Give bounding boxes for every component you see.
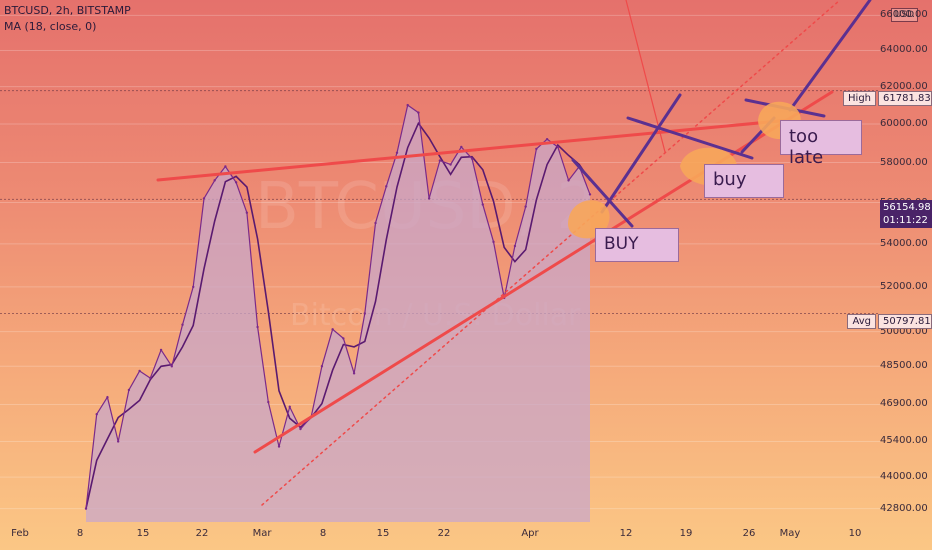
x-tick-label-1: 8 bbox=[76, 528, 84, 539]
x-tick-label-0: Feb bbox=[11, 528, 29, 539]
y-tick-label-13: 42800.00 bbox=[880, 502, 928, 514]
price-point-22 bbox=[320, 365, 324, 368]
current-price-tag: 56154.98 01:11:22 bbox=[880, 200, 932, 228]
price-point-3 bbox=[116, 440, 120, 443]
price-point-17 bbox=[267, 400, 270, 404]
y-tick-label-12: 44000.00 bbox=[880, 471, 928, 483]
price-point-6 bbox=[149, 376, 152, 380]
x-tick-label-12: May bbox=[779, 528, 801, 539]
x-tick-label-5: 8 bbox=[319, 528, 327, 539]
y-tick-label-9: 48500.00 bbox=[880, 360, 928, 372]
price-point-16 bbox=[256, 325, 259, 329]
price-point-35 bbox=[460, 145, 463, 149]
price-point-14 bbox=[234, 181, 238, 184]
y-tick-label-1: 64000.00 bbox=[880, 44, 928, 56]
y-tick-label-3: 60000.00 bbox=[880, 117, 928, 129]
symbol-header[interactable]: BTCUSD, 2h, BITSTAMP bbox=[4, 4, 131, 17]
price-point-11 bbox=[202, 197, 206, 200]
currency-label[interactable]: USD bbox=[890, 8, 918, 22]
buy-cross-line-up bbox=[600, 93, 682, 214]
y-tick-label-0: 66000.00 bbox=[880, 9, 928, 21]
x-tick-label-4: Mar bbox=[252, 528, 272, 539]
price-point-32 bbox=[427, 197, 431, 200]
y-tick-label-7: 52000.00 bbox=[880, 280, 928, 292]
x-tick-label-10: 19 bbox=[679, 528, 693, 539]
price-point-10 bbox=[192, 285, 195, 289]
price-point-36 bbox=[470, 157, 474, 160]
y-tick-label-10: 46900.00 bbox=[880, 398, 928, 410]
avg-tag-value: 50797.81 bbox=[878, 314, 932, 329]
price-line bbox=[85, 104, 591, 509]
price-point-8 bbox=[170, 365, 173, 368]
buy-cross-line-down bbox=[571, 158, 634, 228]
price-point-27 bbox=[374, 221, 377, 225]
price-point-5 bbox=[138, 369, 141, 373]
y-tick-label-4: 58000.00 bbox=[880, 156, 928, 168]
price-point-44 bbox=[556, 145, 560, 149]
x-tick-label-3: 22 bbox=[195, 528, 209, 539]
price-point-19 bbox=[288, 405, 291, 409]
price-point-12 bbox=[213, 179, 216, 182]
note-buy-big[interactable]: BUY bbox=[595, 228, 679, 262]
indicator-header[interactable]: MA (18, close, 0) bbox=[4, 20, 97, 33]
bar-countdown: 01:11:22 bbox=[883, 215, 928, 226]
price-point-15 bbox=[245, 211, 249, 214]
avg-tag-label: Avg bbox=[847, 314, 876, 329]
dotted-support-trendline bbox=[261, 0, 841, 506]
y-tick-label-8: 50000.00 bbox=[880, 325, 928, 337]
price-point-31 bbox=[417, 111, 420, 114]
price-point-2 bbox=[106, 395, 109, 399]
current-price-value: 56154.98 bbox=[883, 202, 931, 213]
x-tick-label-8: Apr bbox=[521, 528, 539, 539]
price-point-30 bbox=[406, 103, 409, 107]
buy-small-cross-line bbox=[626, 116, 754, 160]
x-tick-label-9: 12 bbox=[619, 528, 633, 539]
note-buy-small[interactable]: buy bbox=[704, 164, 784, 198]
y-tick-label-2: 62000.00 bbox=[880, 80, 928, 92]
price-point-7 bbox=[159, 348, 163, 352]
price-point-37 bbox=[481, 203, 484, 206]
too-late-line-up bbox=[788, 0, 872, 112]
price-point-45 bbox=[567, 179, 570, 182]
x-tick-label-13: 10 bbox=[848, 528, 862, 539]
y-tick-label-6: 54000.00 bbox=[880, 237, 928, 249]
high-tag-value: 61781.83 bbox=[878, 91, 932, 106]
price-point-9 bbox=[181, 323, 184, 326]
price-point-1 bbox=[95, 413, 98, 416]
price-point-4 bbox=[127, 388, 131, 392]
price-point-34 bbox=[449, 163, 452, 166]
price-point-40 bbox=[513, 244, 517, 248]
x-tick-label-2: 15 bbox=[136, 528, 150, 539]
price-point-47 bbox=[588, 193, 592, 196]
resistance-trendline bbox=[156, 118, 792, 182]
price-point-0 bbox=[84, 507, 88, 510]
price-point-38 bbox=[492, 240, 495, 244]
x-tick-label-6: 15 bbox=[376, 528, 390, 539]
price-point-42 bbox=[535, 147, 538, 151]
y-tick-label-11: 45400.00 bbox=[880, 435, 928, 447]
x-tick-label-7: 22 bbox=[437, 528, 451, 539]
price-point-28 bbox=[385, 185, 388, 188]
price-point-25 bbox=[352, 372, 356, 375]
price-point-18 bbox=[277, 445, 281, 448]
price-point-41 bbox=[524, 205, 527, 208]
price-point-20 bbox=[299, 427, 302, 431]
price-point-26 bbox=[363, 312, 367, 315]
price-point-29 bbox=[395, 151, 399, 154]
price-point-13 bbox=[224, 165, 227, 168]
price-point-33 bbox=[438, 159, 442, 162]
price-point-23 bbox=[331, 328, 334, 331]
price-point-24 bbox=[342, 337, 345, 340]
price-point-43 bbox=[545, 138, 549, 141]
ma-line bbox=[85, 121, 591, 509]
price-area bbox=[86, 105, 590, 522]
x-tick-label-11: 26 bbox=[742, 528, 756, 539]
high-tag-label: High bbox=[843, 91, 876, 106]
note-too-late[interactable]: too late bbox=[780, 120, 862, 168]
